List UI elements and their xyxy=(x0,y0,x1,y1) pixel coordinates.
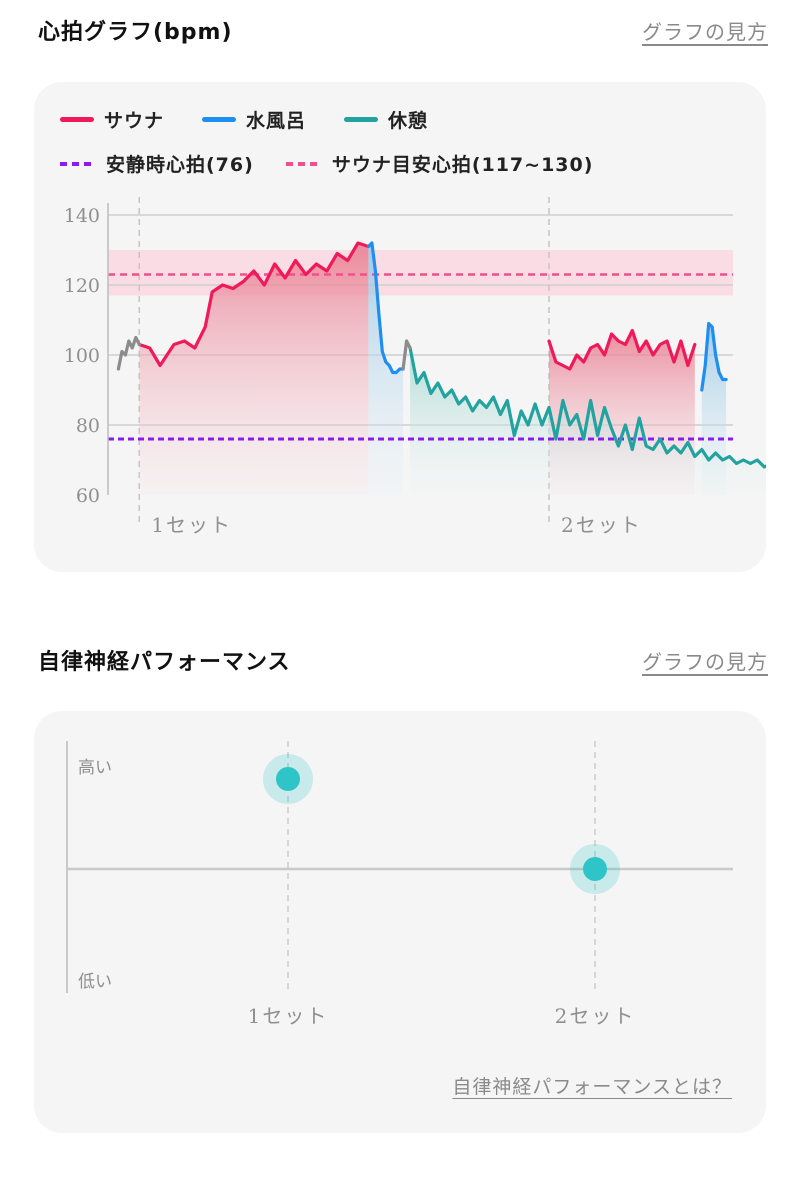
legend-label-resting-hr: 安静時心拍(76) xyxy=(106,154,254,176)
legend-item-sauna-target: サウナ目安心拍(117~130) xyxy=(285,150,594,177)
legend-swatch-cold-bath xyxy=(202,117,237,122)
area-sauna xyxy=(139,243,369,495)
heart-help-link[interactable]: グラフの見方 xyxy=(642,20,768,44)
perf-point xyxy=(276,767,300,791)
legend-label-sauna-target: サウナ目安心拍(117~130) xyxy=(331,154,594,176)
line-rest xyxy=(408,346,766,469)
sauna-target-band xyxy=(108,250,733,296)
legend-item-sauna: サウナ xyxy=(60,106,164,133)
axis: 60 80 100 120 140 1セット 2セット xyxy=(64,203,642,537)
set-label: 2セット xyxy=(561,513,642,537)
legend-label-cold-bath: 水風呂 xyxy=(246,110,307,132)
line-cold-bath xyxy=(700,321,728,392)
performance-section-title: 自律神経パフォーマンス xyxy=(38,650,291,675)
line-other xyxy=(401,339,412,371)
legend-swatch-resting-hr xyxy=(60,161,96,166)
legend-item-rest: 休憩 xyxy=(344,106,428,133)
performance-about-link[interactable]: 自律神経パフォーマンスとは？ xyxy=(452,1076,732,1098)
area-cold-bath xyxy=(701,323,727,495)
legend-swatch-sauna-target xyxy=(285,161,322,166)
legend-row-phases: サウナ 水風呂 休憩 xyxy=(60,106,466,133)
legend-swatch-sauna xyxy=(60,117,94,122)
perf-y-label-low: 低い xyxy=(78,972,112,992)
line-sauna xyxy=(137,241,370,368)
line-sauna xyxy=(547,328,697,371)
legend-item-cold-bath: 水風呂 xyxy=(202,106,306,133)
y-tick-label: 60 xyxy=(76,485,100,507)
performance-help-link[interactable]: グラフの見方 xyxy=(642,650,768,674)
perf-category-label: 1セット xyxy=(248,1004,329,1028)
perf-category-label: 2セット xyxy=(555,1004,636,1028)
series-lines xyxy=(116,241,766,469)
performance-chart-card: 1セット 2セット 高い低い 自律神経パフォーマンスとは？ xyxy=(34,711,766,1133)
legend-label-sauna: サウナ xyxy=(104,110,165,132)
perf-y-label-high: 高い xyxy=(78,758,112,778)
heart-section-title: 心拍グラフ(bpm) xyxy=(38,20,233,45)
heart-chart-card: サウナ 水風呂 休憩 安静時心拍(76) サウナ目安心拍(117~130) xyxy=(34,82,766,572)
y-tick-label: 100 xyxy=(64,345,100,367)
y-tick-label: 80 xyxy=(76,415,100,437)
set-label: 1セット xyxy=(151,513,232,537)
legend-row-lines: 安静時心拍(76) サウナ目安心拍(117~130) xyxy=(60,150,631,177)
line-cold-bath xyxy=(366,241,405,375)
legend-swatch-rest xyxy=(344,117,379,122)
perf-point xyxy=(583,857,607,881)
heart-rate-chart: 60 80 100 120 140 1セット 2セット xyxy=(64,197,766,537)
y-tick-label: 120 xyxy=(64,275,100,297)
y-tick-label: 140 xyxy=(64,205,100,227)
legend-item-resting-hr: 安静時心拍(76) xyxy=(60,150,254,177)
legend-label-rest: 休憩 xyxy=(388,110,429,132)
line-other xyxy=(116,335,141,371)
